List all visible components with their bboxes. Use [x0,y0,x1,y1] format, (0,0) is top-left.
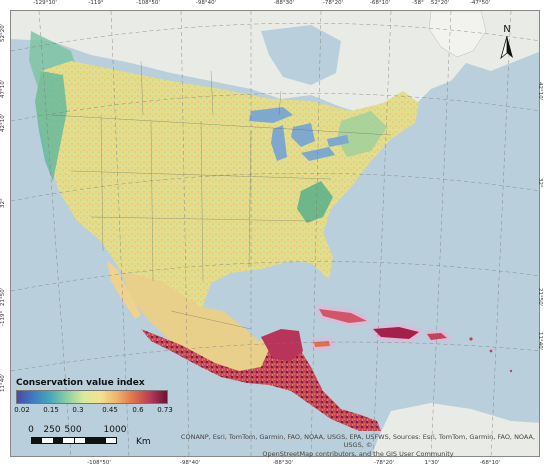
scale-bar-graphic [31,437,117,444]
legend-label: 0.02 [14,406,30,414]
scale-label: 1000 [103,425,127,435]
tick-label: -78°20' [322,0,344,6]
map-canvas [11,11,539,456]
tick-label: -119° [88,0,104,6]
central-america-hotspot [141,329,381,431]
scale-label: 500 [64,425,82,435]
legend-label: 0.45 [102,406,118,414]
tick-label: -88°30' [272,460,294,466]
scale-label: 250 [43,425,61,435]
tick-label: 11°40' [537,332,543,351]
tick-label: 32° [537,178,543,188]
tick-label: -78°20' [373,460,395,466]
tick-label: 11°40' [0,373,6,392]
south-america [371,403,539,456]
tick-label: -129°10' [33,0,57,6]
scale-bar: 0 250 500 1000 Km [24,425,151,447]
tick-label: 1°30' [424,460,440,466]
tick-label: 21°50' [0,287,6,306]
north-arrow-icon: N [500,24,513,60]
legend-title: Conservation value index [16,378,145,388]
tick-label: -108°50' [136,0,160,6]
tick-label: 52°20' [430,0,450,6]
graticule [11,11,539,456]
tick-label: -88°30' [273,0,295,6]
mexico [121,271,297,377]
greenland [428,11,487,58]
caribbean-islands [311,307,513,373]
tick-label: 32° [0,198,6,208]
tick-label: -58° [412,0,424,6]
tick-label: 42°10' [537,82,543,101]
yucatan-peninsula [261,329,303,361]
tick-label: -98°40' [179,460,201,466]
attribution-line: OpenStreetMap contributors, and the GIS … [262,449,454,458]
northeast-forest [337,111,387,157]
tick-label: -68°10' [479,460,501,466]
tick-label: -119° [0,310,6,326]
legend-label: 0.3 [72,406,84,414]
legend-label: 0.15 [43,406,59,414]
appalachian-forest [297,181,333,223]
legend-color-ramp [16,390,168,404]
tick-label: -68°10' [369,0,391,6]
attribution-line: CONANP, Esri, TomTom, Garmin, FAO, NOAA,… [180,433,536,450]
legend-label: 0.6 [132,406,144,414]
tick-label: -98°40' [195,0,217,6]
tick-label: 47°10' [0,79,6,98]
scale-labels: 0 250 500 1000 [24,425,144,437]
north-arrow: N [496,22,518,62]
tick-label: 52°20' [0,23,6,42]
west-coast-forest [35,71,67,181]
legend-labels: 0.02 0.15 0.3 0.45 0.6 0.73 [14,406,173,416]
scale-label: 0 [28,425,34,435]
tick-label: -108°50' [87,460,111,466]
admin-boundaries [50,60,392,330]
map-frame [10,10,540,457]
legend: Conservation value index 0.02 0.15 0.3 0… [14,378,173,416]
tick-label: 21°50' [537,288,543,307]
hudson-bay [261,25,341,85]
canada-north-land [11,11,539,119]
scale-unit: Km [136,437,151,447]
north-america-mainland [35,61,419,329]
tick-label: 42°10' [0,113,6,132]
baja-california [107,261,141,319]
map-attribution: CONANP, Esri, TomTom, Garmin, FAO, NOAA,… [178,433,538,458]
legend-label: 0.73 [157,406,173,414]
tick-label: -47°50' [469,0,491,6]
north-label: N [503,24,510,35]
